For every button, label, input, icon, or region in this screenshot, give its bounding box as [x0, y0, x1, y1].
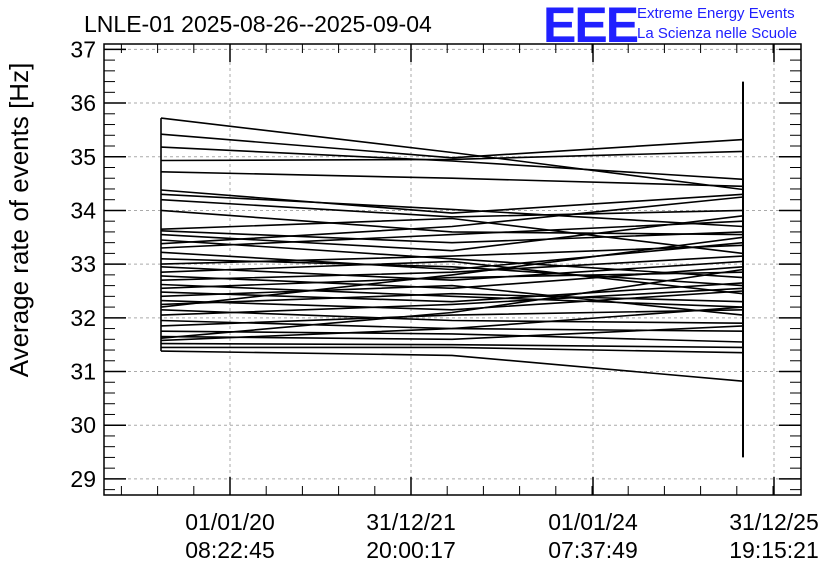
series-line — [160, 236, 744, 308]
series-line — [161, 346, 744, 354]
logo-line-2: La Scienza nelle Scuole — [637, 25, 797, 42]
x-tick-label-time: 20:00:17 — [366, 537, 456, 563]
logo-line-1: Extreme Energy Events — [637, 5, 795, 22]
y-tick-label: 31 — [70, 359, 96, 385]
x-tick-label-date: 31/12/25 — [729, 509, 819, 535]
series-line — [160, 283, 744, 308]
y-tick-label: 29 — [70, 466, 96, 492]
series-line — [160, 306, 744, 342]
data-lines — [160, 81, 744, 458]
x-tick-label-time: 07:37:49 — [548, 537, 638, 563]
series-line — [160, 198, 744, 218]
y-tick-label: 37 — [70, 36, 96, 62]
eee-logo: EEE Extreme Energy Events La Scienza nel… — [543, 0, 797, 53]
y-tick-label: 34 — [70, 197, 96, 223]
y-axis-label: Average rate of events [Hz] — [4, 63, 34, 378]
x-tick-label-date: 31/12/21 — [366, 509, 456, 535]
series-line — [160, 342, 744, 349]
series-line — [160, 193, 744, 228]
y-tick-label: 33 — [70, 251, 96, 277]
series-line — [160, 244, 744, 265]
series-line — [160, 220, 744, 249]
x-tick-label-time: 19:15:21 — [729, 537, 819, 563]
series-line — [160, 171, 744, 188]
series-line — [160, 292, 744, 306]
y-tick-label: 35 — [70, 144, 96, 170]
series-line — [160, 260, 744, 282]
series-line — [160, 209, 744, 236]
series-line — [160, 309, 744, 324]
series-line — [160, 268, 744, 339]
series-line — [160, 260, 744, 295]
series-line — [160, 284, 744, 316]
y-tick-label: 32 — [70, 305, 96, 331]
series-line — [160, 271, 744, 290]
series-line — [160, 215, 744, 252]
series-line — [160, 217, 744, 255]
series-line — [160, 239, 744, 279]
y-tick-label: 36 — [70, 90, 96, 116]
series-line — [160, 325, 744, 341]
grid — [104, 44, 801, 495]
y-axis: 29 30 31 32 33 34 35 36 37 — [70, 36, 801, 492]
series-line — [160, 350, 744, 382]
x-tick-label-time: 08:22:45 — [185, 537, 275, 563]
y-tick-label: 30 — [70, 412, 96, 438]
series-line — [160, 189, 744, 214]
series-line — [160, 150, 744, 162]
series-line — [160, 241, 744, 271]
x-tick-label-date: 01/01/20 — [185, 509, 275, 535]
series-line — [160, 117, 744, 191]
series-line — [160, 146, 744, 181]
series-line — [160, 290, 744, 311]
series-line — [160, 230, 744, 244]
plot-frame — [103, 43, 802, 496]
series-line — [160, 287, 744, 316]
series-line — [160, 330, 744, 343]
chart-title: LNLE-01 2025-08-26--2025-09-04 — [84, 11, 432, 37]
series-line — [160, 282, 744, 303]
series-line — [160, 196, 744, 245]
logo-acronym: EEE — [543, 0, 638, 53]
series-line — [160, 133, 744, 159]
x-tick-label-date: 01/01/24 — [548, 509, 638, 535]
series-line — [160, 309, 744, 327]
series-line — [160, 255, 744, 281]
